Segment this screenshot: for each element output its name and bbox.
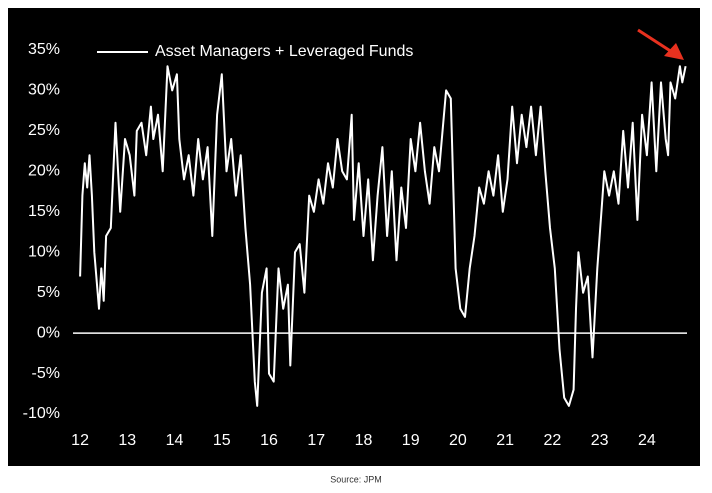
legend-label: Asset Managers + Leveraged Funds [155,43,413,60]
x-tick-label: 22 [543,432,561,449]
x-tick-label: 20 [449,432,467,449]
y-tick-label: 0% [37,324,60,341]
x-tick-label: 18 [355,432,373,449]
red-arrow [637,28,684,60]
chart-background [8,8,700,466]
y-tick-label: 30% [28,82,60,99]
y-tick-label: 35% [28,41,60,58]
y-tick-label: 15% [28,203,60,220]
x-tick-label: 12 [71,432,89,449]
source-note: Source: JPM [330,474,382,484]
data-line [79,65,687,407]
x-tick-label: 23 [591,432,609,449]
x-tick-label: 13 [118,432,136,449]
y-tick-label: 25% [28,122,60,139]
y-tick-label: 20% [28,163,60,180]
x-tick-label: 15 [213,432,231,449]
x-tick-label: 16 [260,432,278,449]
x-tick-label: 24 [638,432,656,449]
x-tick-label: 21 [496,432,514,449]
y-tick-label: 10% [28,243,60,260]
x-tick-label: 19 [402,432,420,449]
y-tick-label: 5% [37,284,60,301]
x-tick-label: 17 [307,432,325,449]
y-tick-label: -5% [32,365,60,382]
x-tick-label: 14 [166,432,184,449]
y-tick-label: -10% [23,405,60,422]
